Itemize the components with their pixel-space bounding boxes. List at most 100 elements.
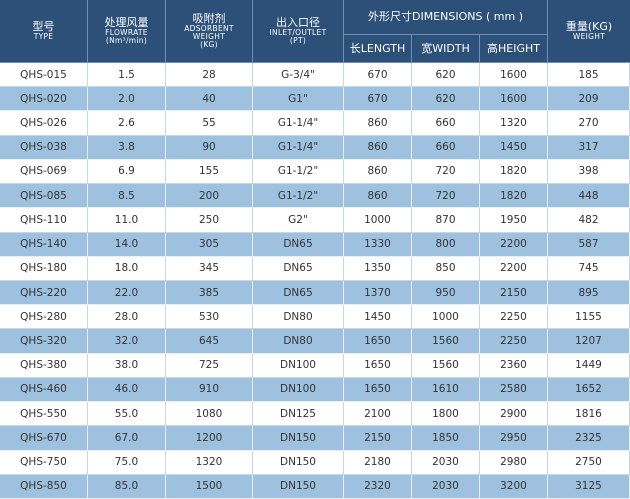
table-cell: 910 [166, 377, 253, 403]
header-text: 长LENGTH [349, 41, 406, 55]
table-cell: 32.0 [88, 329, 166, 354]
table-cell: 2980 [480, 450, 548, 475]
table-cell: 2200 [480, 232, 548, 257]
table-cell: 3.8 [88, 135, 166, 160]
table-cell: 28.0 [88, 305, 166, 330]
table-cell: QHS-550 [0, 402, 88, 427]
table-cell: 305 [166, 232, 253, 257]
table-cell: 2950 [480, 426, 548, 451]
table-cell: 90 [166, 135, 253, 160]
table-cell: 530 [166, 305, 253, 330]
table-cell: DN80 [253, 305, 344, 330]
table-cell: 2250 [480, 329, 548, 354]
table-cell: 345 [166, 256, 253, 281]
table-cell: 2320 [344, 474, 412, 499]
table-cell: 75.0 [88, 450, 166, 475]
table-cell: 40 [166, 87, 253, 112]
header-cell: 重量(KG) WEIGHT [548, 0, 630, 63]
table-cell: 670 [344, 63, 412, 88]
table-cell: DN150 [253, 426, 344, 451]
table-cell: 1950 [480, 208, 548, 233]
table-cell: QHS-320 [0, 329, 88, 354]
table-cell: 1800 [412, 402, 480, 427]
table-cell: 385 [166, 281, 253, 306]
table-cell: 645 [166, 329, 253, 354]
table-cell: 2180 [344, 450, 412, 475]
table-cell: DN150 [253, 450, 344, 475]
table-cell: 1600 [480, 63, 548, 88]
table-cell: 620 [412, 63, 480, 88]
table-cell: 55 [166, 111, 253, 136]
table-cell: 398 [548, 159, 630, 185]
table-cell: 670 [344, 87, 412, 112]
header-text: 处理风量 [104, 16, 149, 30]
table-cell: DN100 [253, 353, 344, 378]
table-cell: 317 [548, 135, 630, 160]
table-cell: 2750 [548, 450, 630, 475]
table-cell: 2900 [480, 402, 548, 427]
header-text: INLET/OUTLET [269, 27, 327, 37]
table-cell: 1.5 [88, 63, 166, 88]
table-cell: 1449 [548, 353, 630, 378]
table-cell: 720 [412, 184, 480, 209]
header-text: 出入口径 [276, 16, 320, 30]
header-cell: 外形尺寸DIMENSIONS ( mm ) [344, 0, 548, 35]
table-cell: DN65 [253, 281, 344, 306]
header-text: 宽WIDTH [421, 41, 470, 55]
table-cell: G1-1/4" [253, 111, 344, 136]
table-cell: 250 [166, 208, 253, 233]
table-cell: 1320 [166, 450, 253, 475]
table-cell: QHS-460 [0, 377, 88, 403]
table-cell: 14.0 [88, 232, 166, 257]
table-cell: 2100 [344, 402, 412, 427]
table-cell: 1652 [548, 377, 630, 403]
header-text: 型号 [32, 20, 55, 34]
table-cell: 1450 [480, 135, 548, 160]
table-cell: 1370 [344, 281, 412, 306]
header-text: (KG) [200, 39, 218, 49]
table-cell: QHS-020 [0, 87, 88, 112]
table-cell: QHS-850 [0, 474, 88, 499]
table-cell: 46.0 [88, 377, 166, 403]
table-cell: 1500 [166, 474, 253, 499]
table-cell: 1200 [166, 426, 253, 451]
header-text: 外形尺寸DIMENSIONS ( mm ) [368, 10, 523, 24]
header-text: ADSORBENT [184, 23, 234, 33]
table-cell: 745 [548, 256, 630, 281]
table-cell: QHS-085 [0, 184, 88, 209]
header-text: 高HEIGHT [487, 41, 540, 55]
table-cell: G1-1/2" [253, 159, 344, 185]
table-cell: 950 [412, 281, 480, 306]
table-cell: QHS-038 [0, 135, 88, 160]
table-cell: 1450 [344, 305, 412, 330]
table-cell: 860 [344, 184, 412, 209]
table-cell: G2" [253, 208, 344, 233]
table-cell: 2360 [480, 353, 548, 378]
header-cell: 宽WIDTH [412, 35, 480, 63]
table-cell: 38.0 [88, 353, 166, 378]
table-cell: 1155 [548, 305, 630, 330]
header-text: TYPE [33, 31, 54, 41]
table-cell: 67.0 [88, 426, 166, 451]
table-cell: QHS-220 [0, 281, 88, 306]
table-cell: 2030 [412, 474, 480, 499]
table-cell: 2580 [480, 377, 548, 403]
table-cell: 620 [412, 87, 480, 112]
table-cell: QHS-180 [0, 256, 88, 281]
table-cell: 660 [412, 111, 480, 136]
table-cell: 1320 [480, 111, 548, 136]
table-cell: 860 [344, 159, 412, 185]
table-cell: 1610 [412, 377, 480, 403]
table-cell: 3200 [480, 474, 548, 499]
table-cell: 2030 [412, 450, 480, 475]
table-cell: 2200 [480, 256, 548, 281]
header-cell: 型号 TYPE [0, 0, 88, 63]
table-cell: 860 [344, 111, 412, 136]
table-cell: 209 [548, 87, 630, 112]
table-cell: 1820 [480, 184, 548, 209]
table-cell: 1650 [344, 329, 412, 354]
table-cell: 720 [412, 159, 480, 185]
table-cell: G-3/4" [253, 63, 344, 88]
table-cell: QHS-015 [0, 63, 88, 88]
table-cell: DN65 [253, 256, 344, 281]
